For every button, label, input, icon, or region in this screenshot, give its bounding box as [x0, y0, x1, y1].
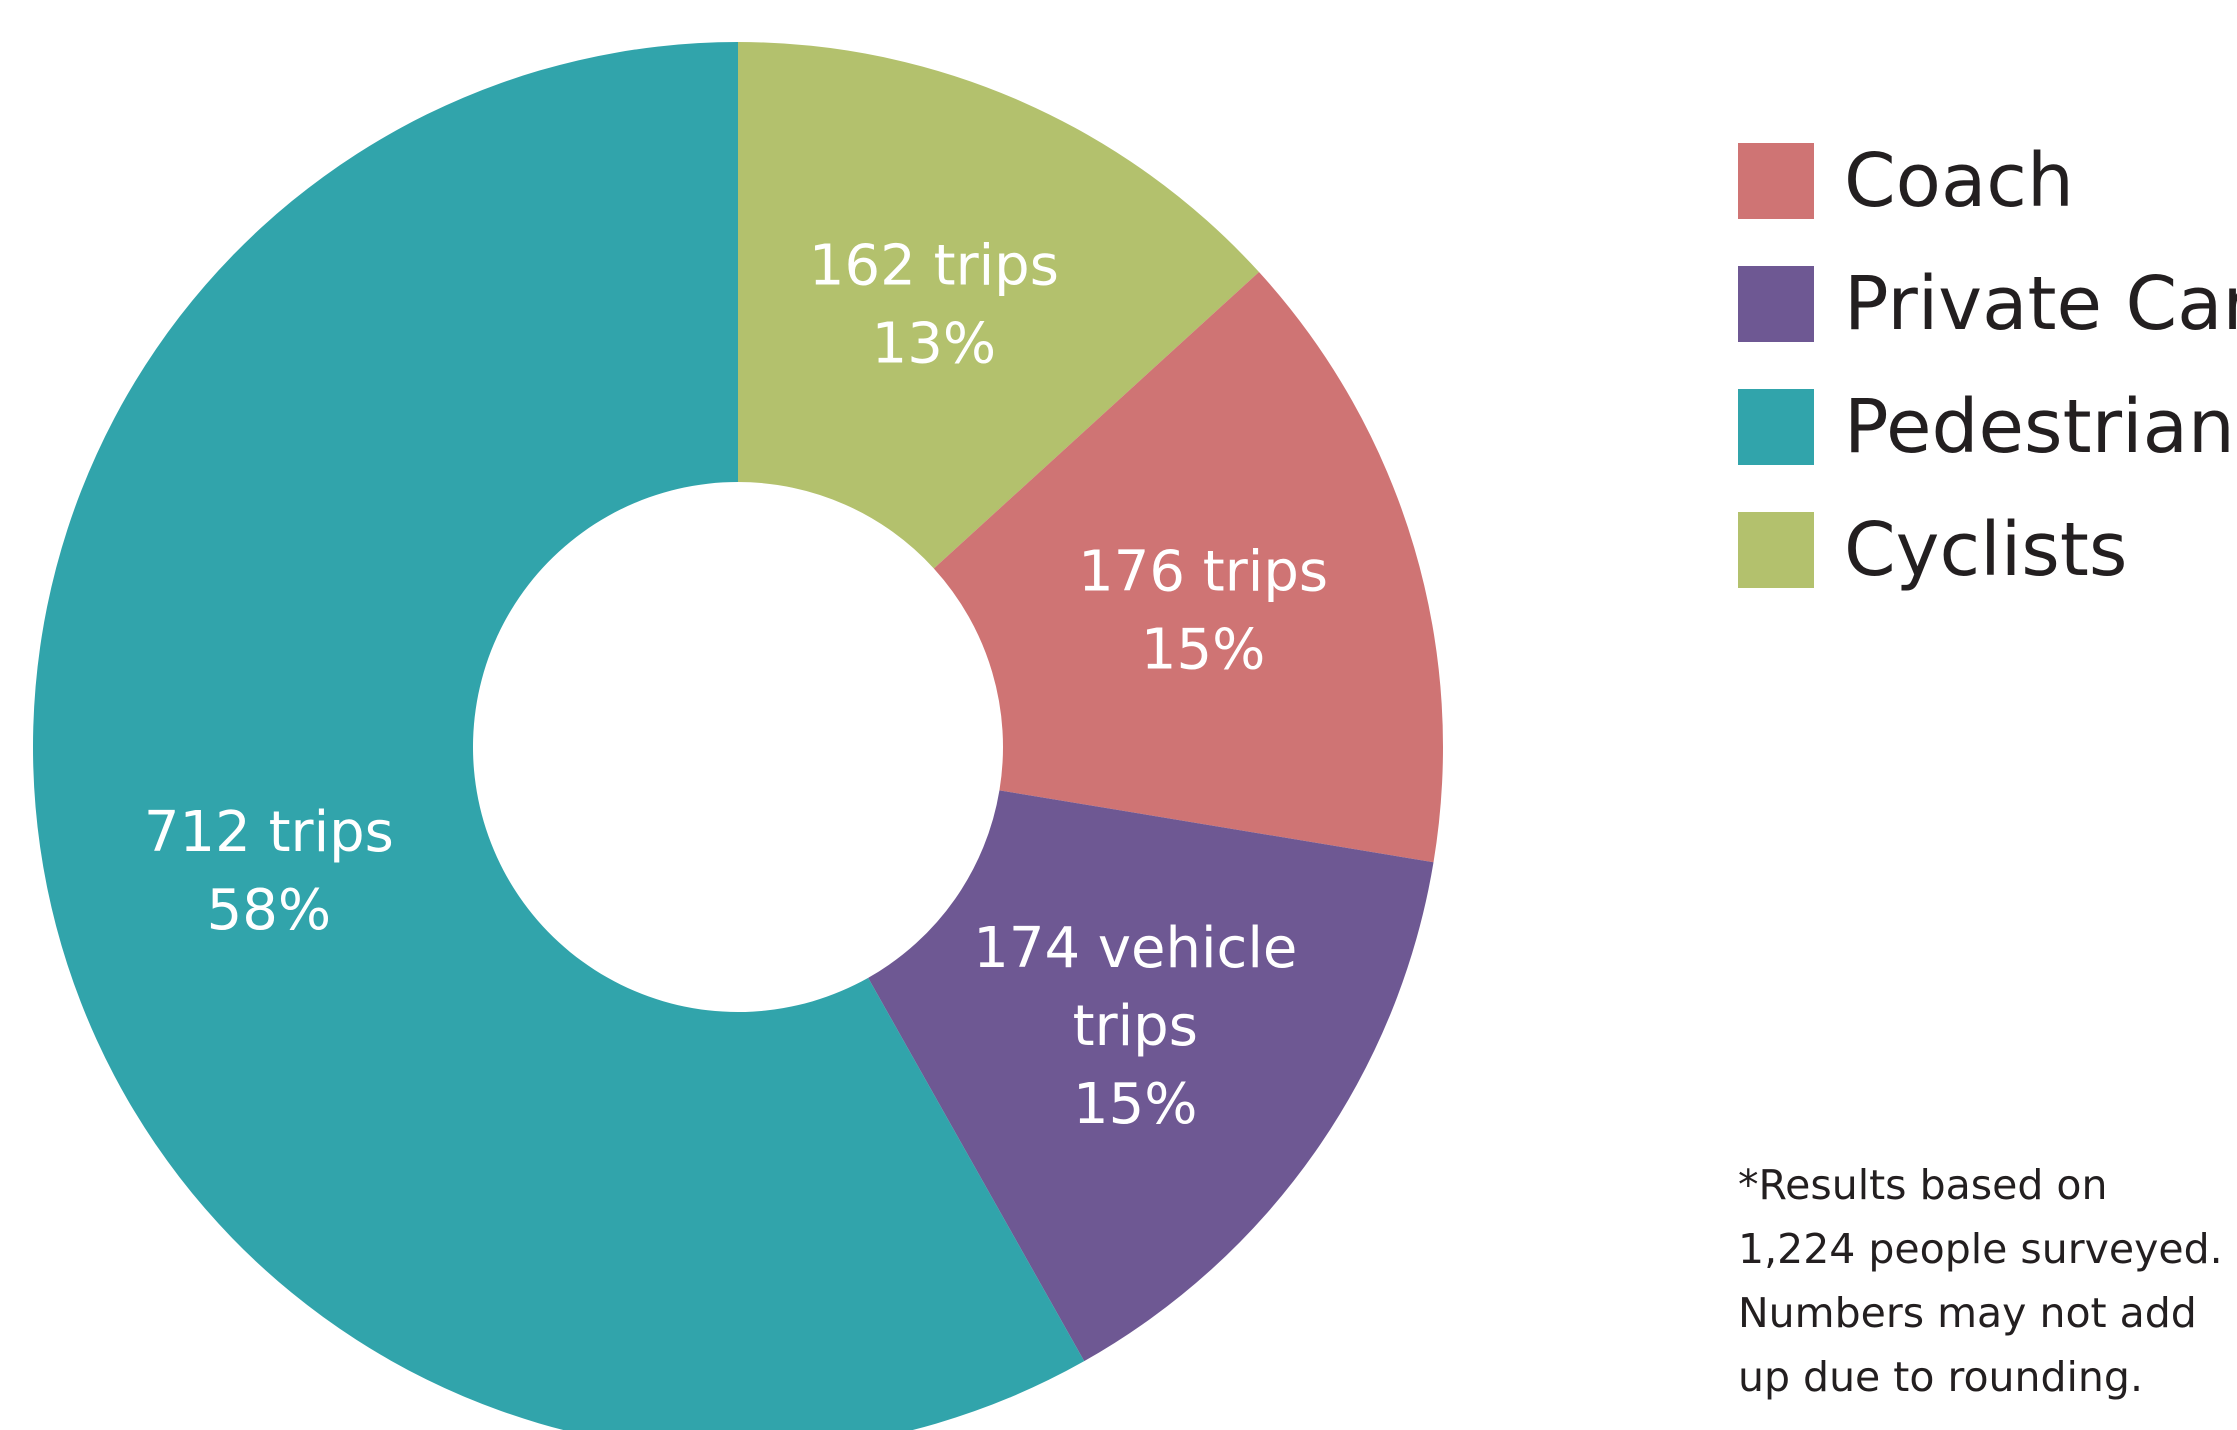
slice-cyclists	[738, 42, 1260, 569]
data-label-cyclists: 162 trips 13%	[809, 233, 1059, 376]
legend-label-cyclists: Cyclists	[1844, 507, 2128, 593]
legend-item-pedestrians: Pedestrians	[1738, 384, 2237, 470]
data-label-line: trips	[1073, 994, 1198, 1059]
data-label-coach: 176 trips 15%	[1078, 539, 1328, 682]
legend-item-cyclists: Cyclists	[1738, 507, 2237, 593]
legend-item-private-car: Private Car	[1738, 261, 2237, 347]
legend-item-coach: Coach	[1738, 138, 2237, 224]
data-label-pedestrians: 712 trips 58%	[144, 800, 394, 943]
data-label-line: 13%	[872, 311, 996, 376]
slice-coach	[933, 272, 1443, 863]
legend-label-private-car: Private Car	[1844, 261, 2237, 347]
slice-private-car	[868, 790, 1434, 1362]
legend: Coach Private Car Pedestrians Cyclists	[1738, 138, 2237, 630]
footnote-line: 1,224 people surveyed.	[1738, 1225, 2223, 1273]
legend-label-coach: Coach	[1844, 138, 2074, 224]
slice-pedestrians	[33, 42, 1085, 1430]
data-label-line: 15%	[1141, 617, 1265, 682]
footnote-line: Numbers may not add	[1738, 1289, 2197, 1337]
footnote-line: up due to rounding.	[1738, 1353, 2143, 1401]
data-label-line: 712 trips	[144, 800, 394, 865]
footnote-line: *Results based on	[1738, 1161, 2108, 1209]
data-label-line: 58%	[207, 878, 331, 943]
data-label-line: 176 trips	[1078, 539, 1328, 604]
legend-label-pedestrians: Pedestrians	[1844, 384, 2237, 470]
data-label-private-car: 174 vehicle trips 15%	[973, 916, 1297, 1137]
legend-swatch-private-car	[1738, 266, 1814, 342]
legend-swatch-coach	[1738, 143, 1814, 219]
data-label-line: 174 vehicle	[973, 916, 1297, 981]
legend-swatch-pedestrians	[1738, 389, 1814, 465]
legend-swatch-cyclists	[1738, 512, 1814, 588]
data-label-line: 162 trips	[809, 233, 1059, 298]
footnote: *Results based on 1,224 people surveyed.…	[1738, 1153, 2223, 1409]
donut-chart: 162 trips 13% 176 trips 15% 174 vehicle trips…	[33, 42, 1443, 1430]
data-label-line: 15%	[1073, 1072, 1197, 1137]
